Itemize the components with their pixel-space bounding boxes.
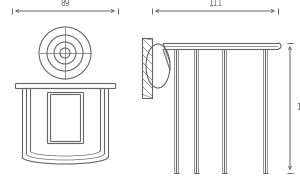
Bar <box>142 38 152 98</box>
Text: 111: 111 <box>208 0 222 8</box>
Text: 89: 89 <box>60 0 70 8</box>
Text: 176: 176 <box>296 104 300 112</box>
